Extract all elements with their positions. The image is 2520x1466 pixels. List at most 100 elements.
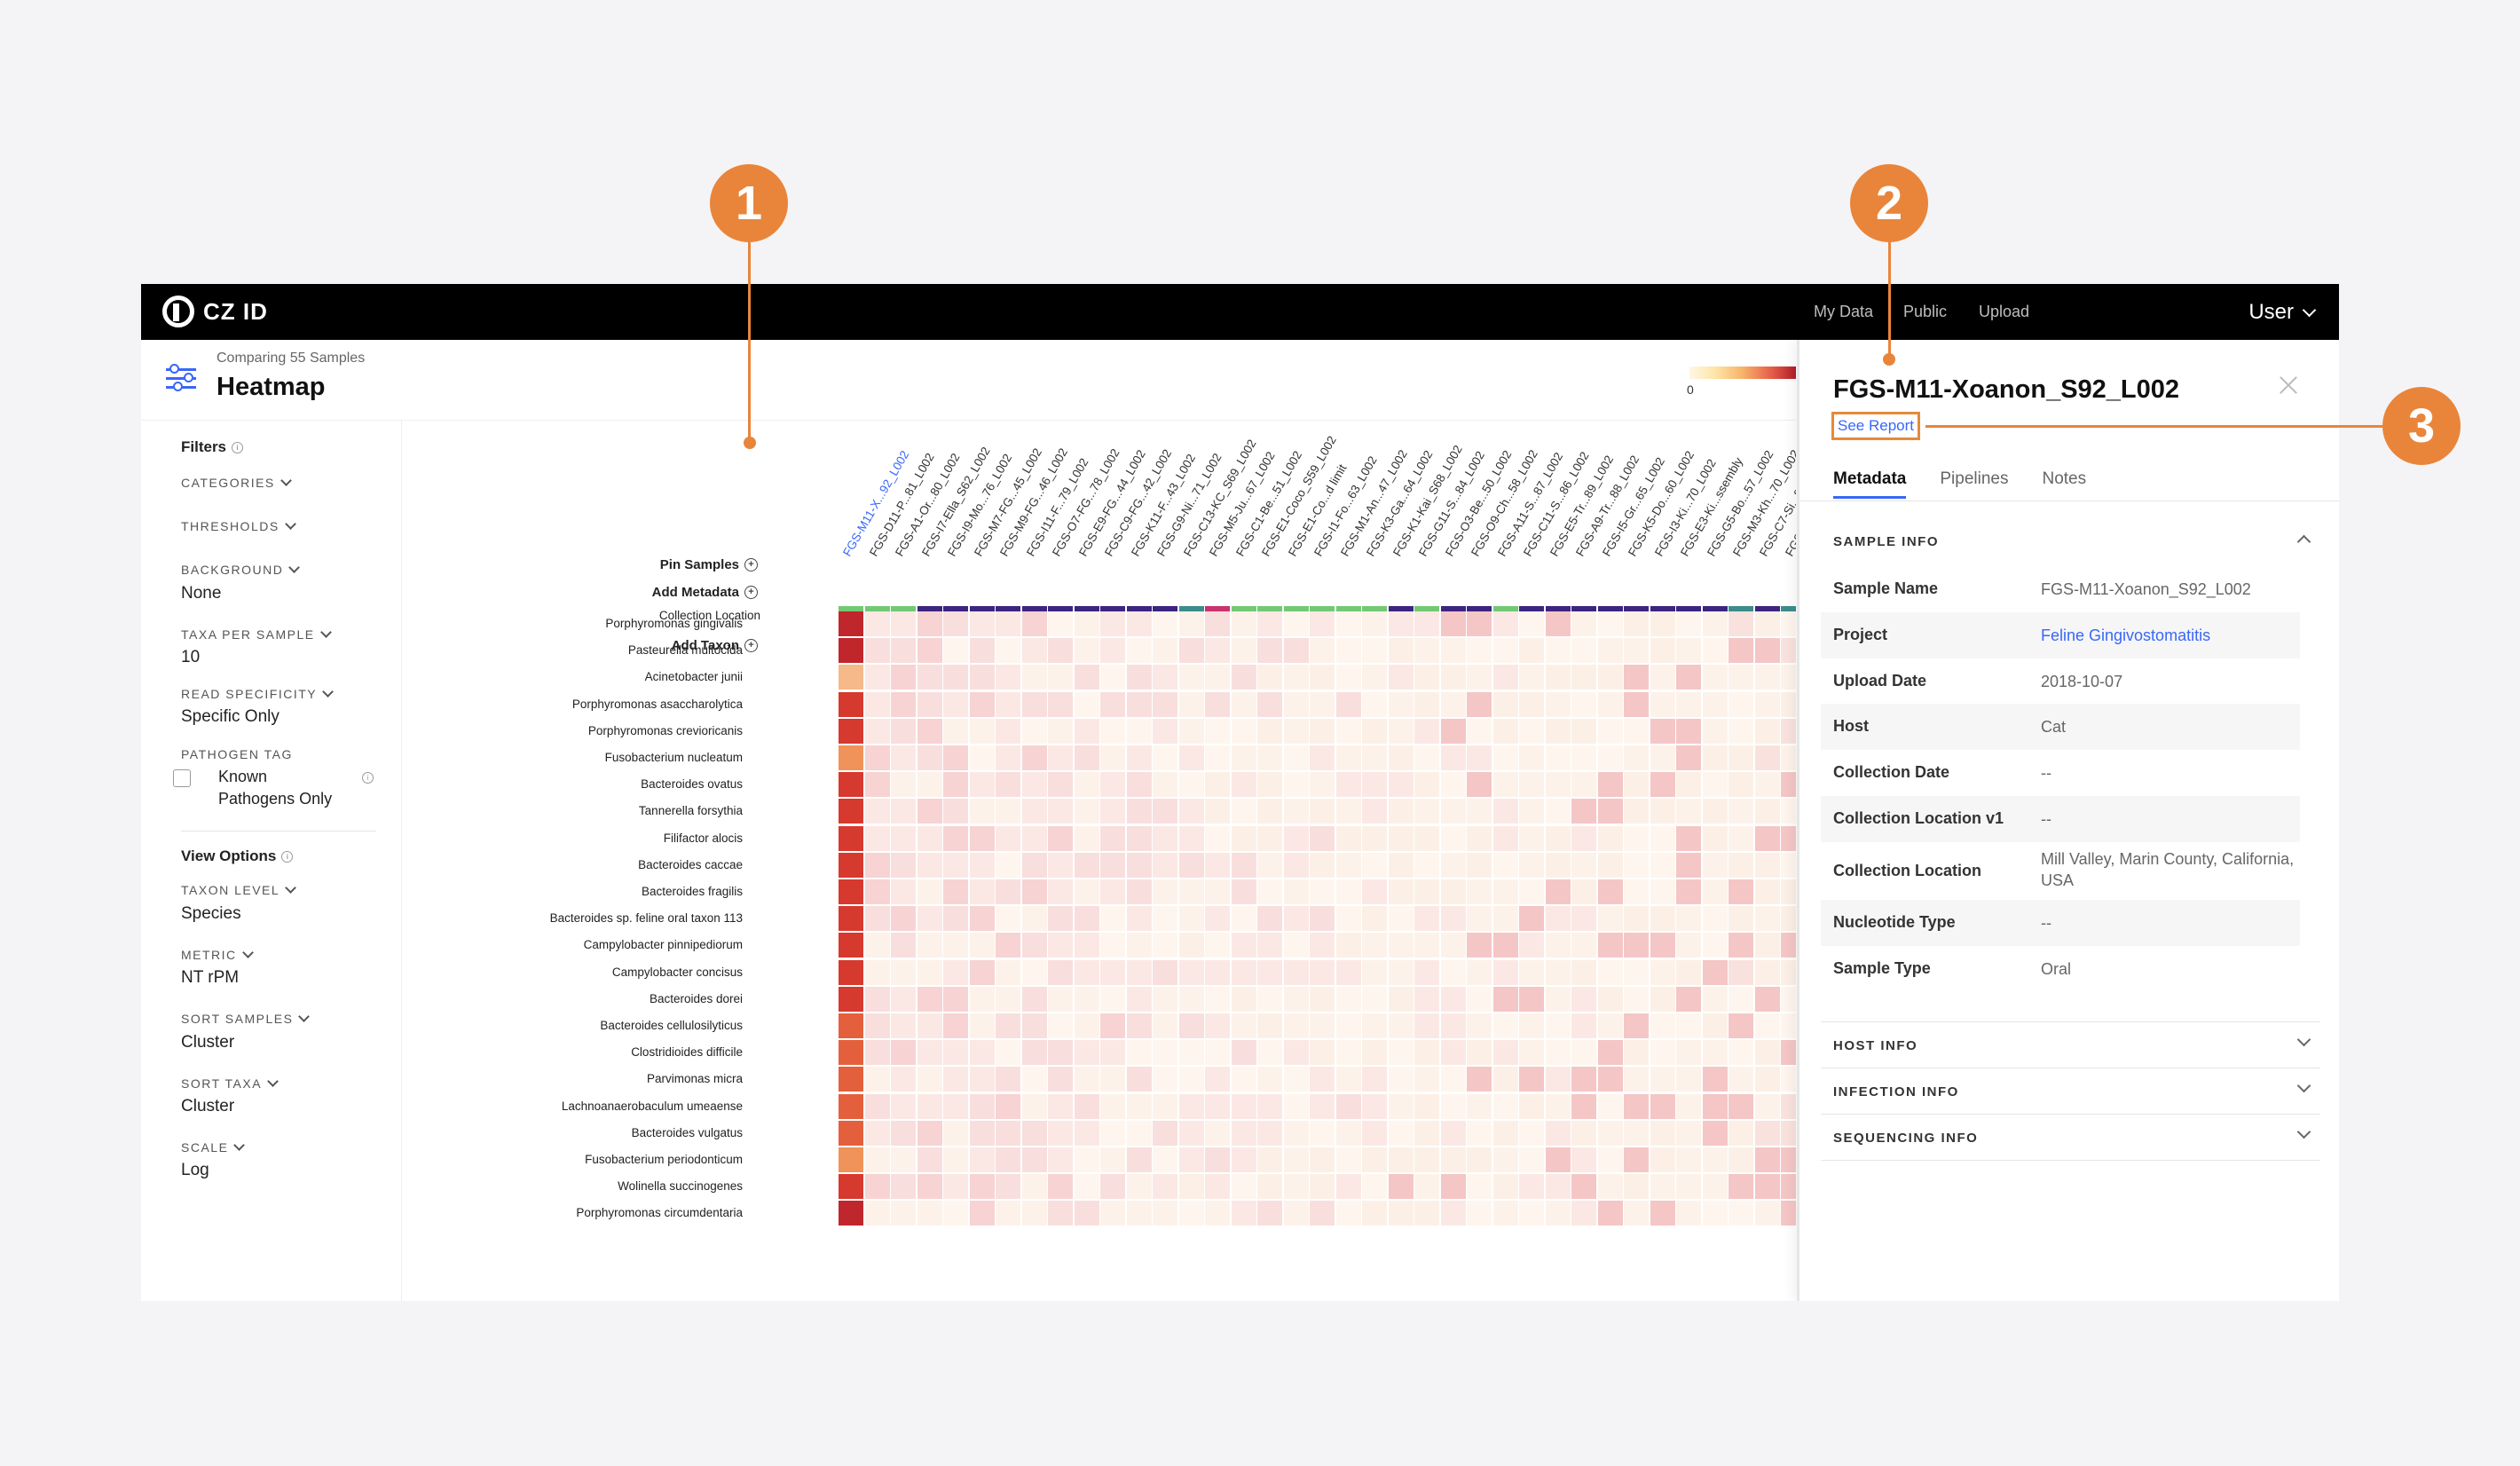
heatmap-cell[interactable] bbox=[1074, 986, 1099, 1012]
heatmap-cell[interactable] bbox=[1729, 665, 1753, 690]
heatmap-cell[interactable] bbox=[1126, 933, 1152, 958]
heatmap-cell[interactable] bbox=[943, 799, 968, 824]
heatmap-cell[interactable] bbox=[1362, 986, 1387, 1012]
heatmap-cell[interactable] bbox=[1100, 1067, 1125, 1092]
heatmap-cell[interactable] bbox=[1676, 1120, 1701, 1146]
heatmap-cell[interactable] bbox=[1388, 852, 1414, 878]
heatmap-cell[interactable] bbox=[1021, 1174, 1047, 1200]
heatmap-cell[interactable] bbox=[1126, 1093, 1152, 1119]
heatmap-cell[interactable] bbox=[1205, 933, 1230, 958]
heatmap-cell[interactable] bbox=[1414, 1174, 1439, 1200]
heatmap-cell[interactable] bbox=[1153, 933, 1177, 958]
heatmap-cell[interactable] bbox=[1362, 665, 1387, 690]
heatmap-cell[interactable] bbox=[864, 638, 890, 664]
heatmap-cell[interactable] bbox=[1702, 986, 1728, 1012]
heatmap-cell[interactable] bbox=[1100, 1201, 1125, 1226]
heatmap-cell[interactable] bbox=[917, 933, 942, 958]
heatmap-cell[interactable] bbox=[1048, 1147, 1073, 1172]
heatmap-cell[interactable] bbox=[943, 986, 968, 1012]
heatmap-cell[interactable] bbox=[1362, 745, 1387, 770]
heatmap-cell[interactable] bbox=[1257, 745, 1282, 770]
heatmap-cell[interactable] bbox=[969, 638, 995, 664]
heatmap-cell[interactable] bbox=[1440, 825, 1466, 851]
heatmap-cell[interactable] bbox=[1781, 933, 1796, 958]
heatmap-cell[interactable] bbox=[969, 691, 995, 717]
thresholds-dropdown[interactable]: THRESHOLDS bbox=[181, 518, 296, 533]
heatmap-cell[interactable] bbox=[1545, 933, 1571, 958]
heatmap-cell[interactable] bbox=[839, 906, 863, 932]
heatmap-cell[interactable] bbox=[839, 986, 863, 1012]
heatmap-cell[interactable] bbox=[839, 772, 863, 798]
heatmap-cell[interactable] bbox=[1729, 906, 1753, 932]
taxon-row-label[interactable]: Porphyromonas crevioricanis bbox=[587, 723, 743, 737]
heatmap-cell[interactable] bbox=[1597, 825, 1623, 851]
heatmap-cell[interactable] bbox=[943, 611, 968, 636]
heatmap-cell[interactable] bbox=[1388, 638, 1414, 664]
heatmap-cell[interactable] bbox=[943, 745, 968, 770]
heatmap-cell[interactable] bbox=[969, 1067, 995, 1092]
heatmap-cell[interactable] bbox=[969, 825, 995, 851]
heatmap-cell[interactable] bbox=[1362, 611, 1387, 636]
heatmap-cell[interactable] bbox=[1624, 638, 1649, 664]
heatmap-cell[interactable] bbox=[1492, 611, 1518, 636]
heatmap-cell[interactable] bbox=[1153, 611, 1177, 636]
heatmap-cell[interactable] bbox=[839, 1201, 863, 1226]
heatmap-cell[interactable] bbox=[1414, 1093, 1439, 1119]
heatmap-cell[interactable] bbox=[1205, 986, 1230, 1012]
heatmap-cell[interactable] bbox=[1467, 879, 1492, 904]
heatmap-cell[interactable] bbox=[1362, 1040, 1387, 1066]
heatmap-cell[interactable] bbox=[1624, 1147, 1649, 1172]
heatmap-cell[interactable] bbox=[1467, 611, 1492, 636]
heatmap-cell[interactable] bbox=[1388, 906, 1414, 932]
heatmap-cell[interactable] bbox=[1178, 1013, 1204, 1038]
heatmap-cell[interactable] bbox=[969, 745, 995, 770]
heatmap-cell[interactable] bbox=[1650, 745, 1675, 770]
nav-public[interactable]: Public bbox=[1903, 303, 1948, 320]
heatmap-cell[interactable] bbox=[1519, 852, 1544, 878]
heatmap-cell[interactable] bbox=[1257, 1040, 1282, 1066]
heatmap-cell[interactable] bbox=[1153, 959, 1177, 985]
heatmap-cell[interactable] bbox=[1126, 772, 1152, 798]
heatmap-cell[interactable] bbox=[1492, 933, 1518, 958]
heatmap-cell[interactable] bbox=[1492, 879, 1518, 904]
heatmap-cell[interactable] bbox=[1519, 638, 1544, 664]
heatmap-cell[interactable] bbox=[1126, 986, 1152, 1012]
heatmap-cell[interactable] bbox=[1205, 1067, 1230, 1092]
heatmap-cell[interactable] bbox=[1702, 906, 1728, 932]
heatmap-cell[interactable] bbox=[969, 718, 995, 744]
heatmap-cell[interactable] bbox=[1754, 691, 1780, 717]
heatmap-cell[interactable] bbox=[1414, 745, 1439, 770]
heatmap-cell[interactable] bbox=[1676, 1040, 1701, 1066]
heatmap-cell[interactable] bbox=[1754, 638, 1780, 664]
heatmap-cell[interactable] bbox=[1283, 1040, 1309, 1066]
heatmap-cell[interactable] bbox=[1676, 1147, 1701, 1172]
taxon-row-label[interactable]: Bacteroides ovatus bbox=[641, 777, 743, 792]
heatmap-cell[interactable] bbox=[1624, 1120, 1649, 1146]
heatmap-cell[interactable] bbox=[864, 906, 890, 932]
heatmap-cell[interactable] bbox=[943, 665, 968, 690]
taxon-row-label[interactable]: Tannerella forsythia bbox=[638, 804, 743, 818]
heatmap-cell[interactable] bbox=[1467, 825, 1492, 851]
taxon-row-label[interactable]: Wolinella succinogenes bbox=[618, 1179, 743, 1194]
heatmap-cell[interactable] bbox=[1650, 1201, 1675, 1226]
heatmap-cell[interactable] bbox=[1283, 718, 1309, 744]
heatmap-cell[interactable] bbox=[1519, 772, 1544, 798]
heatmap-cell[interactable] bbox=[1440, 799, 1466, 824]
heatmap-cell[interactable] bbox=[1676, 691, 1701, 717]
heatmap-cell[interactable] bbox=[1362, 933, 1387, 958]
taxon-row-label[interactable]: Parvimonas micra bbox=[646, 1072, 743, 1086]
heatmap-cell[interactable] bbox=[1153, 1201, 1177, 1226]
heatmap-cell[interactable] bbox=[1414, 718, 1439, 744]
heatmap-cell[interactable] bbox=[1519, 1067, 1544, 1092]
heatmap-cell[interactable] bbox=[1231, 691, 1256, 717]
heatmap-cell[interactable] bbox=[917, 611, 942, 636]
heatmap-cell[interactable] bbox=[1781, 906, 1796, 932]
heatmap-cell[interactable] bbox=[1257, 1147, 1282, 1172]
heatmap-cell[interactable] bbox=[1729, 852, 1753, 878]
heatmap-cell[interactable] bbox=[1362, 879, 1387, 904]
heatmap-cell[interactable] bbox=[1388, 879, 1414, 904]
heatmap-cell[interactable] bbox=[1074, 959, 1099, 985]
heatmap-cell[interactable] bbox=[1492, 986, 1518, 1012]
heatmap-cell[interactable] bbox=[1545, 611, 1571, 636]
nav-my-data[interactable]: My Data bbox=[1814, 303, 1874, 320]
